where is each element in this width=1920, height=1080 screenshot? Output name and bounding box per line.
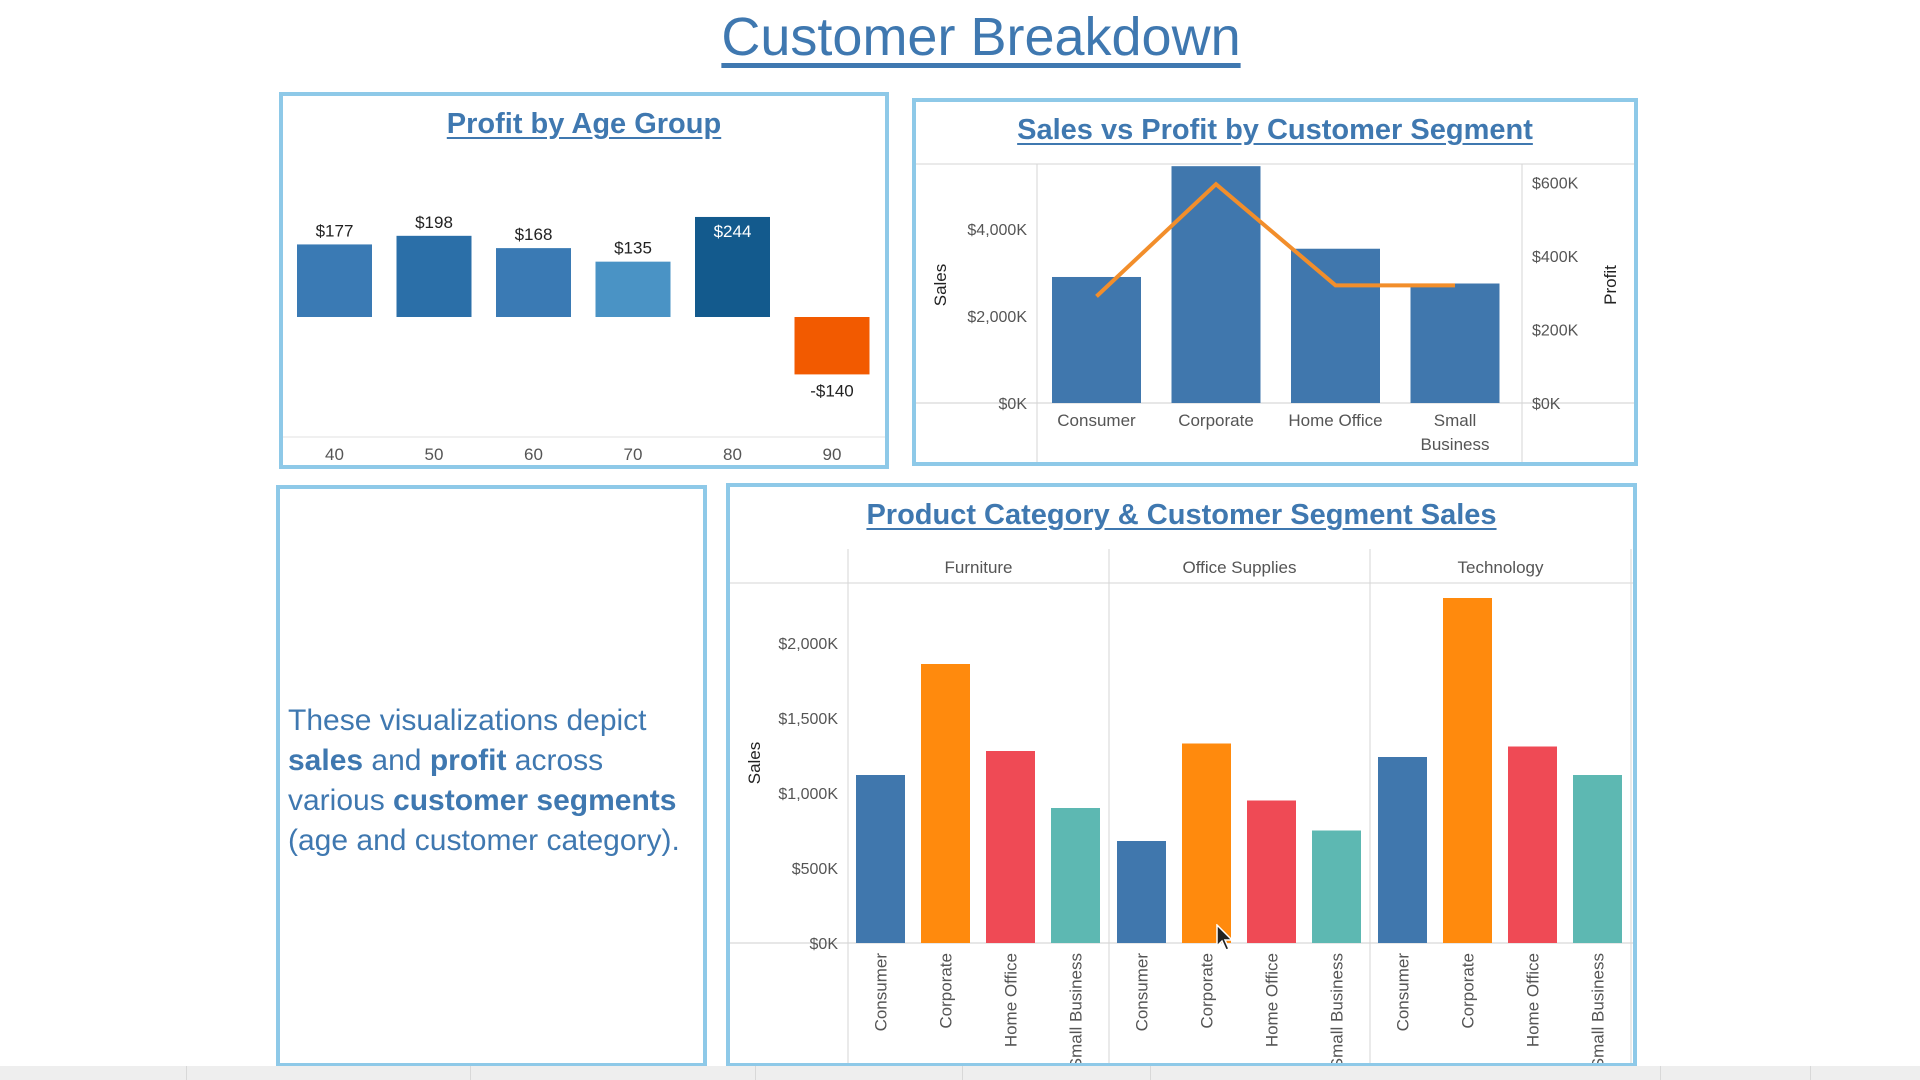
cs-sales-bar (1573, 775, 1622, 943)
age-bar (794, 317, 870, 375)
cs-y-tick: $500K (792, 861, 839, 878)
cs-panel-header: Technology (1457, 558, 1544, 577)
sp-left-tick: $0K (999, 396, 1028, 413)
cs-segment-label: Consumer (872, 953, 891, 1032)
age-tick-label: 80 (723, 445, 742, 464)
note-text-2: and (363, 744, 430, 777)
cs-segment-label: Small Business (1067, 953, 1086, 1063)
age-tick-label: 90 (823, 445, 842, 464)
sp-profit-line (1095, 181, 1455, 298)
category-segment-panel[interactable]: Product Category & Customer Segment Sale… (726, 483, 1637, 1067)
description-panel: These visualizations depict sales and pr… (276, 485, 707, 1067)
cs-sales-bar (1508, 746, 1557, 943)
age-bar (396, 235, 472, 317)
cs-sales-bar (1247, 800, 1296, 943)
sp-tick-label-line1: Small (1434, 411, 1477, 430)
age-data-label: -$140 (810, 381, 853, 400)
note-text-1: These visualizations depict (288, 704, 647, 737)
page-title: Customer Breakdown (721, 7, 1241, 67)
cs-segment-label: Consumer (1133, 953, 1152, 1032)
cs-sales-bar (921, 664, 970, 943)
sp-right-tick: $200K (1532, 322, 1579, 339)
cs-sales-bar (1312, 830, 1361, 943)
cs-sales-bar (1117, 841, 1166, 943)
cs-segment-label: Corporate (1198, 953, 1217, 1029)
sales-vs-profit-chart: $0K $2,000K $4,000K $0K $200K $400K $600K Sales… (916, 163, 1634, 462)
sp-y2-axis-title: Profit (1601, 265, 1620, 305)
cs-sales-bar (1182, 743, 1231, 943)
sp-right-tick: $600K (1532, 175, 1579, 192)
cs-segment-label: Consumer (1394, 953, 1413, 1032)
category-segment-chart: $0K $500K $1,000K $1,500K $2,000K Sales Furnit… (730, 549, 1633, 1063)
cs-sales-bar (1443, 598, 1492, 943)
sp-tick-label: Corporate (1178, 411, 1254, 430)
note-text-3: across various (288, 744, 604, 817)
cs-y-tick: $1,500K (778, 711, 838, 728)
note-bold-sales: sales (288, 744, 364, 777)
age-tick-label: 50 (425, 445, 444, 464)
cs-segment-label: Home Office (1002, 953, 1021, 1047)
cs-sales-bar (1378, 757, 1427, 943)
description-text: These visualizations depict sales and pr… (288, 701, 693, 861)
sales-vs-profit-panel[interactable]: Sales vs Profit by Customer Segment $0K $… (912, 98, 1638, 466)
cs-y-axis-title: Sales (745, 742, 764, 785)
cs-segment-label: Small Business (1589, 953, 1608, 1063)
age-bar (297, 244, 372, 317)
age-data-label: $168 (515, 225, 553, 244)
cs-y-tick: $1,000K (778, 786, 838, 803)
cs-y-tick: $0K (810, 936, 839, 953)
cs-segment-label: Small Business (1328, 953, 1347, 1063)
age-tick-label: 70 (624, 445, 643, 464)
age-data-label: $135 (614, 239, 652, 258)
profit-by-age-panel[interactable]: Profit by Age Group $177 40 $198 50 $168 60 $1… (279, 92, 889, 469)
age-data-label: $198 (415, 213, 453, 232)
cs-sales-bar (856, 775, 905, 943)
sp-right-tick: $0K (1532, 396, 1561, 413)
cs-sales-bar (1051, 808, 1100, 943)
sales-vs-profit-title[interactable]: Sales vs Profit by Customer Segment (1017, 114, 1533, 146)
sp-tick-label-line2: Business (1421, 435, 1490, 454)
note-bold-segments: customer segments (393, 784, 677, 817)
category-segment-title[interactable]: Product Category & Customer Segment Sale… (866, 499, 1497, 531)
cs-sales-bar (986, 751, 1035, 943)
sp-left-tick: $4,000K (967, 222, 1027, 239)
sp-tick-label: Home Office (1288, 411, 1382, 430)
sp-sales-bar (1410, 283, 1500, 403)
cs-segment-label: Corporate (937, 953, 956, 1029)
note-text-4: (age and customer category). (288, 824, 680, 857)
age-bar (496, 248, 571, 317)
bottom-scroll-strip[interactable] (0, 1066, 1920, 1080)
mouse-cursor-icon (1216, 924, 1234, 951)
cs-segment-label: Corporate (1459, 953, 1478, 1029)
note-bold-profit: profit (429, 744, 507, 777)
profit-by-age-title[interactable]: Profit by Age Group (446, 108, 722, 140)
sp-right-tick: $400K (1532, 249, 1579, 266)
age-bar (595, 261, 671, 317)
sp-y-axis-title: Sales (931, 264, 950, 307)
cs-segment-label: Home Office (1524, 953, 1543, 1047)
cs-segment-label: Home Office (1263, 953, 1282, 1047)
sp-sales-bar (1052, 276, 1141, 403)
age-data-label: $177 (316, 221, 354, 240)
cs-panel-header: Furniture (944, 558, 1012, 577)
profit-by-age-chart: $177 40 $198 50 $168 60 $135 70 $244 80 -$140 90 (283, 213, 885, 464)
cs-y-tick: $2,000K (778, 636, 838, 653)
age-bar (695, 216, 770, 317)
sp-sales-bar (1171, 166, 1261, 403)
sp-tick-label: Consumer (1057, 411, 1136, 430)
cs-panel-header: Office Supplies (1182, 558, 1296, 577)
age-tick-label: 60 (524, 445, 543, 464)
age-data-label: $244 (714, 222, 752, 241)
sp-sales-bar (1291, 248, 1380, 403)
sp-left-tick: $2,000K (967, 309, 1027, 326)
age-tick-label: 40 (325, 445, 344, 464)
